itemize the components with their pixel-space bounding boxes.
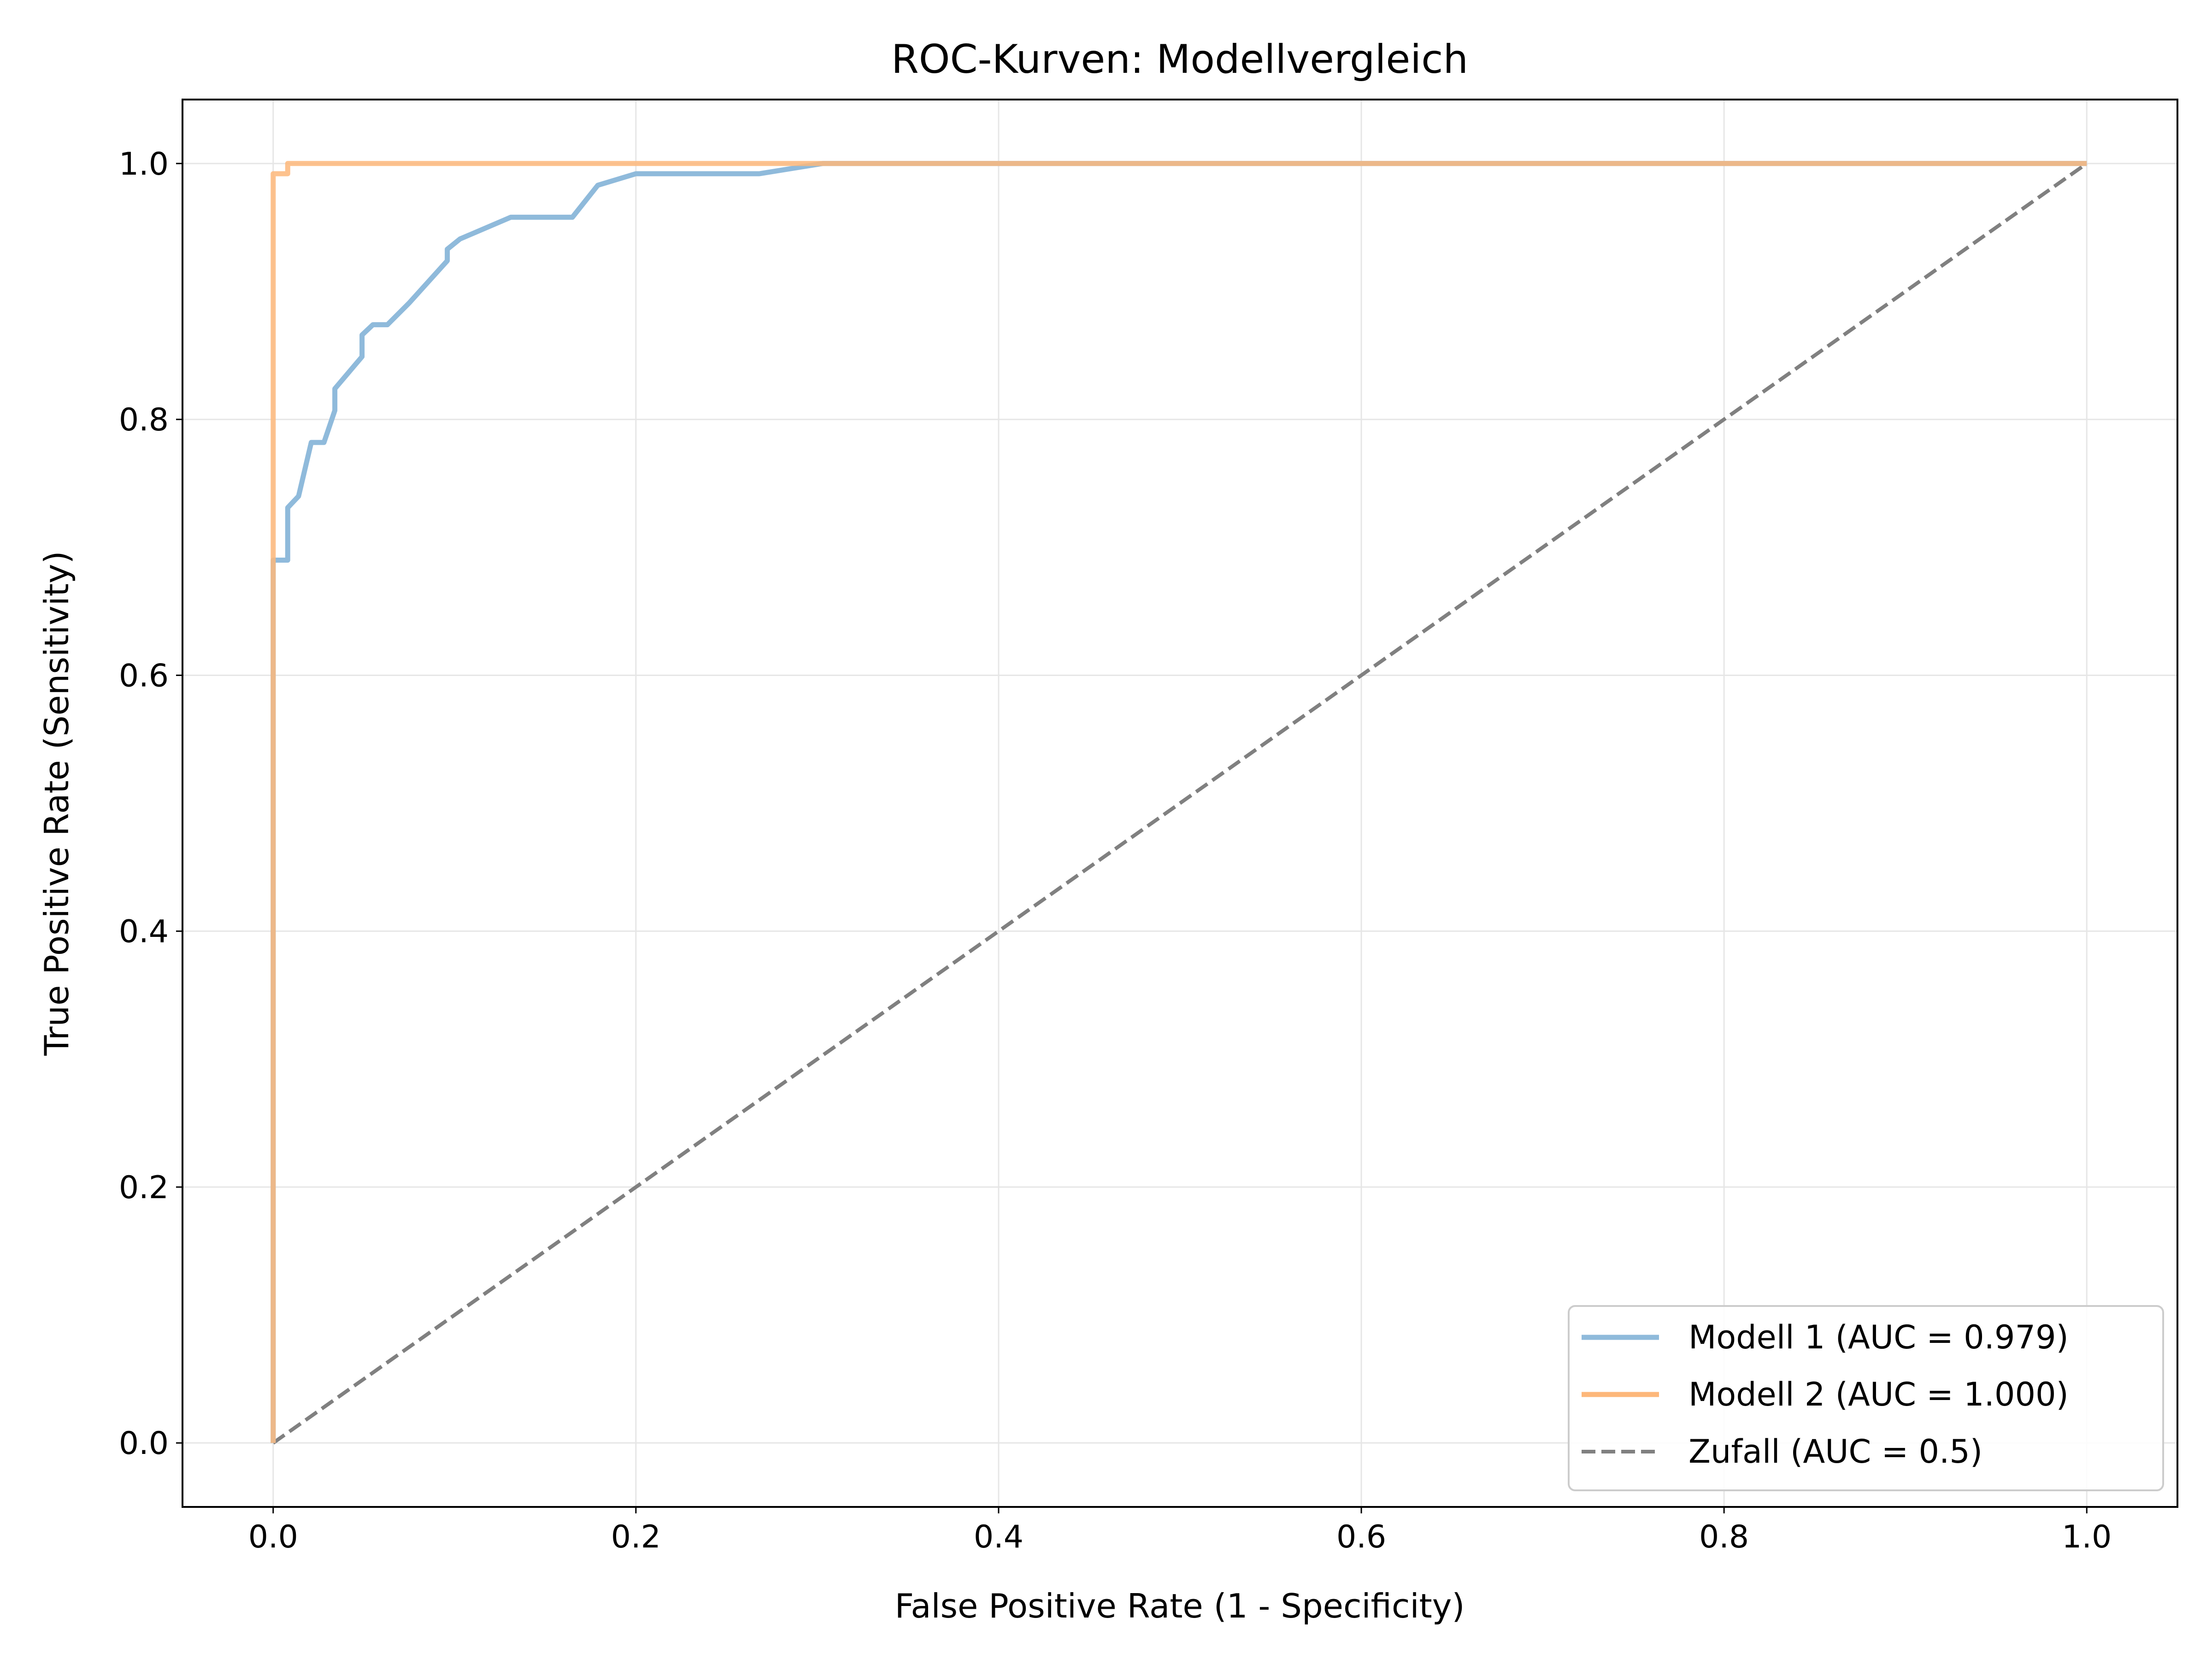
- x-tick-label: 0.4: [974, 1519, 1024, 1555]
- legend: Modell 1 (AUC = 0.979) Modell 2 (AUC = 1…: [1568, 1305, 2164, 1491]
- zufall-line: [272, 162, 2088, 1445]
- legend-entry-modell-2: Modell 2 (AUC = 1.000): [1582, 1376, 2069, 1413]
- x-tick-label: 0.0: [248, 1519, 298, 1555]
- x-tick-label: 0.8: [1699, 1519, 1749, 1555]
- grid-lines: [182, 100, 2177, 1507]
- y-tick-label: 0.8: [119, 402, 169, 438]
- chart-title: ROC-Kurven: Modellvergleich: [891, 36, 1468, 82]
- legend-entry-modell-1: Modell 1 (AUC = 0.979): [1582, 1318, 2069, 1356]
- modell-1-line: [271, 161, 2087, 1443]
- legend-label-zufall: Zufall (AUC = 0.5): [1688, 1433, 1983, 1471]
- y-axis-label: True Positive Rate (Sensitivity): [37, 551, 76, 1056]
- series-layer: [271, 161, 2088, 1445]
- modell-2-line: [271, 161, 2087, 1443]
- legend-box: [1568, 1305, 2164, 1491]
- x-tick-label: 0.6: [1336, 1519, 1386, 1555]
- x-tick-label: 0.2: [611, 1519, 661, 1555]
- y-tick-label: 0.4: [119, 914, 169, 950]
- y-tick-label: 0.0: [119, 1425, 169, 1462]
- legend-entry-zufall: Zufall (AUC = 0.5): [1582, 1433, 1983, 1471]
- y-tick-label: 0.6: [119, 658, 169, 694]
- plot-frame: [182, 99, 2178, 1508]
- y-tick-label: 0.2: [119, 1170, 169, 1206]
- legend-label-modell-2: Modell 2 (AUC = 1.000): [1688, 1376, 2069, 1413]
- x-tick-label: 1.0: [2062, 1519, 2112, 1555]
- legend-label-modell-1: Modell 1 (AUC = 0.979): [1688, 1318, 2069, 1356]
- x-axis-label: False Positive Rate (1 - Specificity): [895, 1587, 1465, 1625]
- y-tick-label: 1.0: [119, 146, 169, 182]
- axis-ticks: 0.0 0.2 0.4 0.6 0.8 1.0 0.0 0.2 0.4 0.6 0.8 1.0: [119, 146, 2112, 1555]
